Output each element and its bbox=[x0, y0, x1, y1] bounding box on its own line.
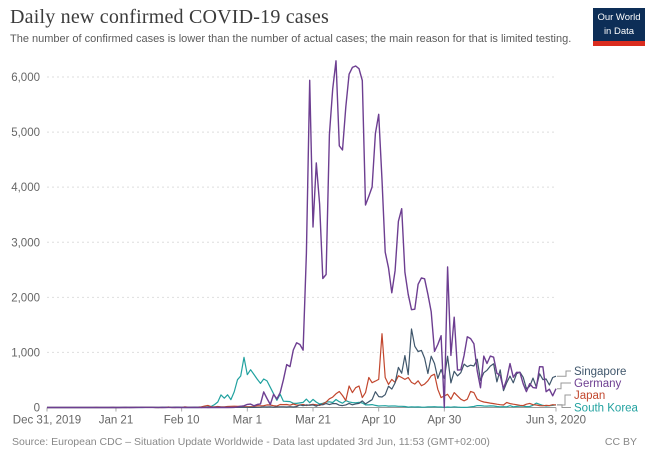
y-axis-label: 3,000 bbox=[11, 237, 40, 249]
x-axis-label: Mar 21 bbox=[295, 415, 331, 427]
legend-label-singapore[interactable]: Singapore bbox=[574, 366, 626, 378]
owid-logo-line1: Our World bbox=[597, 12, 641, 23]
y-axis-label: 2,000 bbox=[11, 292, 40, 304]
y-axis-label: 0 bbox=[34, 403, 40, 415]
y-axis-label: 1,000 bbox=[11, 347, 40, 359]
legend-label-south-korea[interactable]: South Korea bbox=[574, 403, 639, 415]
owid-logo-line2: in Data bbox=[603, 25, 635, 37]
x-axis-label: Apr 10 bbox=[362, 415, 396, 427]
legend-connector bbox=[557, 370, 571, 377]
x-axis-label: Jan 21 bbox=[99, 415, 134, 427]
x-axis-label: Jun 3, 2020 bbox=[526, 415, 586, 427]
y-axis-label: 5,000 bbox=[11, 127, 40, 139]
chart-subtitle: The number of confirmed cases is lower t… bbox=[10, 33, 572, 45]
legend-label-japan[interactable]: Japan bbox=[574, 390, 605, 402]
y-axis-label: 6,000 bbox=[11, 72, 40, 84]
legend-connector bbox=[557, 394, 571, 406]
legend-connector bbox=[557, 404, 571, 408]
owid-logo[interactable]: Our World in Data bbox=[593, 8, 645, 46]
x-axis-label: Apr 30 bbox=[427, 415, 461, 427]
series-line-germany[interactable] bbox=[47, 60, 557, 409]
legend-connector bbox=[557, 382, 571, 390]
legend-label-germany[interactable]: Germany bbox=[574, 378, 622, 390]
x-axis-label: Feb 10 bbox=[164, 415, 200, 427]
series-line-japan[interactable] bbox=[47, 333, 557, 409]
x-axis-label: Dec 31, 2019 bbox=[13, 415, 81, 427]
y-axis-label: 4,000 bbox=[11, 182, 40, 194]
x-axis-label: Mar 1 bbox=[233, 415, 262, 427]
chart-title: Daily new confirmed COVID-19 cases bbox=[10, 6, 329, 28]
series-line-singapore[interactable] bbox=[47, 328, 557, 409]
source-note: Source: European CDC – Situation Update … bbox=[12, 436, 490, 448]
license-link[interactable]: CC BY bbox=[604, 436, 637, 448]
